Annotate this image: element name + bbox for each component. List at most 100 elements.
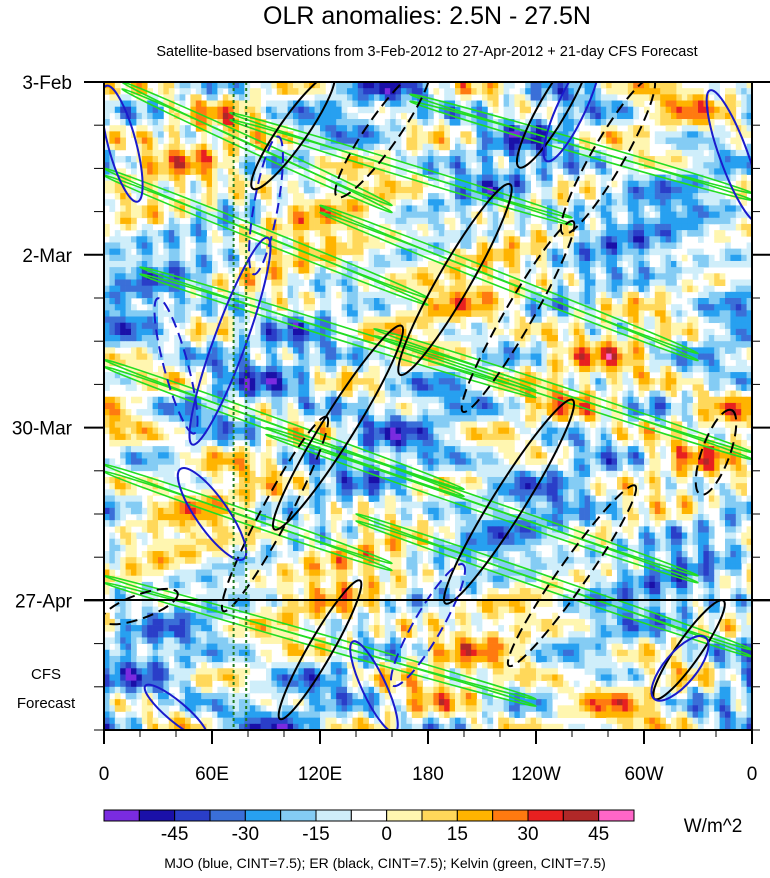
heatmap-cell [730,100,737,108]
heatmap-cell [595,82,602,89]
heatmap-cell [622,273,629,280]
heatmap-cell [195,359,202,367]
heatmap-cell [303,267,310,274]
heatmap-cell [125,304,132,311]
heatmap-cell [368,162,375,169]
heatmap-cell [163,230,170,237]
heatmap-cell [131,223,137,231]
heatmap-cell [406,353,413,361]
heatmap-cell [222,347,229,354]
heatmap-cell [147,217,153,225]
heatmap-cell [509,149,515,157]
heatmap-cell [465,310,472,317]
heatmap-cell [390,372,396,379]
heatmap-cell [525,82,531,89]
heatmap-cell [735,304,742,311]
heatmap-cell [590,236,596,243]
heatmap-cell [611,285,618,293]
heatmap-cell [541,162,548,169]
heatmap-cell [341,248,348,256]
heatmap-cell [557,112,564,120]
heatmap-cell [357,341,364,348]
heatmap-cell [557,378,564,385]
heatmap-cell [168,82,175,89]
heatmap-cell [249,230,256,237]
heatmap-cell [665,100,672,108]
heatmap-cell [352,273,359,280]
heatmap-cell [530,100,537,108]
heatmap-cell [114,291,121,299]
heatmap-cell [681,322,688,330]
heatmap-cell [633,378,639,385]
heatmap-cell [671,137,677,145]
heatmap-cell [514,199,521,206]
heatmap-cell [379,162,386,169]
heatmap-cell [390,193,396,200]
heatmap-cell [309,335,315,342]
heatmap-cell [536,359,542,367]
heatmap-cell [525,100,531,108]
heatmap-cell [293,106,299,114]
heatmap-cell [563,112,569,120]
heatmap-cell [741,304,747,311]
heatmap-cell [136,347,143,354]
heatmap-cell [465,279,472,287]
heatmap-cell [368,223,375,231]
heatmap-cell [406,223,413,231]
heatmap-cell [617,304,623,311]
heatmap-cell [293,242,299,249]
heatmap-cell [379,180,386,188]
heatmap-cell [433,193,440,200]
heatmap-cell [590,291,596,299]
heatmap-cell [611,384,618,391]
heatmap-cell [741,279,747,287]
heatmap-cell [314,230,321,237]
heatmap-cell [384,174,391,182]
heatmap-cell [471,100,477,108]
heatmap-cell [428,156,434,163]
heatmap-cell [406,143,413,151]
heatmap-cell [406,180,413,188]
heatmap-cell [114,125,121,132]
heatmap-cell [249,291,256,299]
heatmap-cell [557,180,564,188]
heatmap-cell [336,119,342,126]
heatmap-cell [222,316,229,324]
heatmap-cell [746,285,752,293]
heatmap-cell [417,254,423,262]
heatmap-cell [325,328,332,336]
heatmap-cell [298,156,305,163]
heatmap-cell [379,168,386,175]
heatmap-cell [671,106,677,114]
heatmap-cell [514,267,521,274]
heatmap-cell [293,254,299,262]
heatmap-cell [660,347,666,354]
heatmap-cell [671,217,677,225]
heatmap-cell [433,223,440,231]
heatmap-cell [482,304,488,311]
heatmap-cell [147,149,153,157]
heatmap-cell [136,273,143,280]
heatmap-cell [487,285,494,293]
heatmap-cell [136,254,143,262]
heatmap-cell [492,193,499,200]
heatmap-cell [428,131,434,138]
heatmap-cell [649,174,656,182]
heatmap-cell [503,119,510,126]
heatmap-cell [746,248,752,256]
heatmap-cell [579,180,585,188]
heatmap-cell [109,328,116,336]
heatmap-cell [120,205,126,212]
heatmap-cell [552,335,558,342]
heatmap-cell [638,248,645,256]
heatmap-cell [179,335,186,342]
heatmap-cell [708,88,715,95]
heatmap-cell [644,230,650,237]
heatmap-cell [190,94,197,101]
heatmap-cell [692,199,699,206]
heatmap-cell [374,260,380,268]
heatmap-cell [206,125,213,132]
heatmap-cell [395,168,402,175]
heatmap-cell [298,205,305,212]
